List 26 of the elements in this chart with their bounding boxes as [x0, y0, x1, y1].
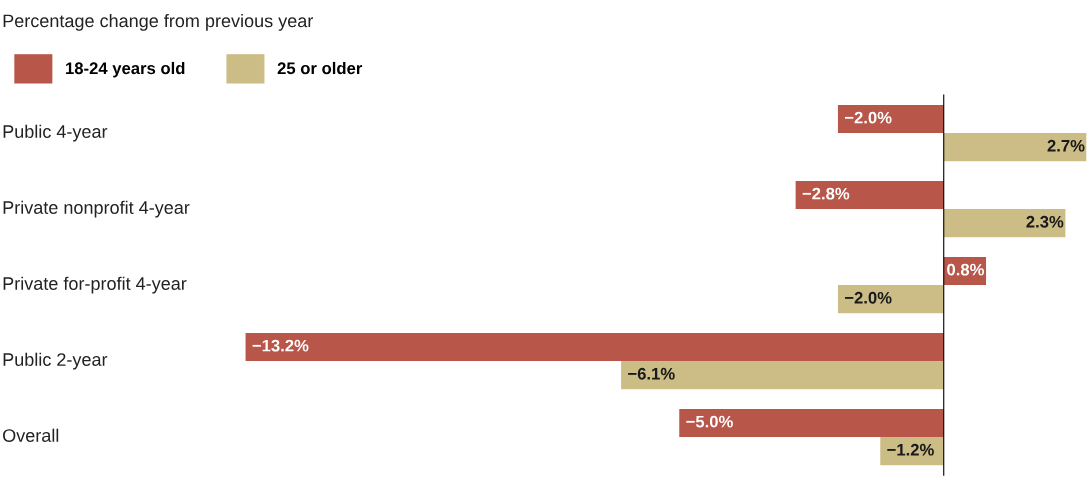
data-label: −2.0%: [844, 291, 892, 304]
chart-title: Percentage change from previous year: [3, 13, 314, 31]
data-label: 2.3%: [1026, 215, 1064, 228]
bar: [621, 361, 944, 390]
bar: [837, 285, 944, 314]
data-label: −2.8%: [802, 187, 850, 200]
data-label: 2.7%: [1047, 139, 1085, 152]
y-tick-label: Private nonprofit 4-year: [3, 200, 190, 218]
data-label: −13.2%: [252, 339, 309, 352]
legend-label: 18-24 years old: [66, 61, 185, 78]
data-label: −1.2%: [887, 443, 934, 456]
data-label: −5.0%: [686, 415, 733, 428]
bar: [795, 180, 944, 210]
bar: [245, 332, 944, 362]
legend-label: 25 or older: [277, 61, 363, 75]
bar: [837, 105, 944, 134]
bar: [943, 209, 1066, 238]
bar: [943, 133, 1087, 162]
data-label: −6.1%: [628, 367, 675, 380]
y-tick-label: Public 4-year: [3, 124, 108, 142]
data-label: −2.0%: [844, 111, 892, 124]
data-label: 0.8%: [947, 263, 985, 276]
bar: [679, 408, 944, 438]
y-tick-label: Private for-profit 4-year: [3, 276, 187, 294]
y-tick-label: Overall: [3, 428, 59, 442]
y-tick-label: Public 2-year: [3, 352, 108, 370]
